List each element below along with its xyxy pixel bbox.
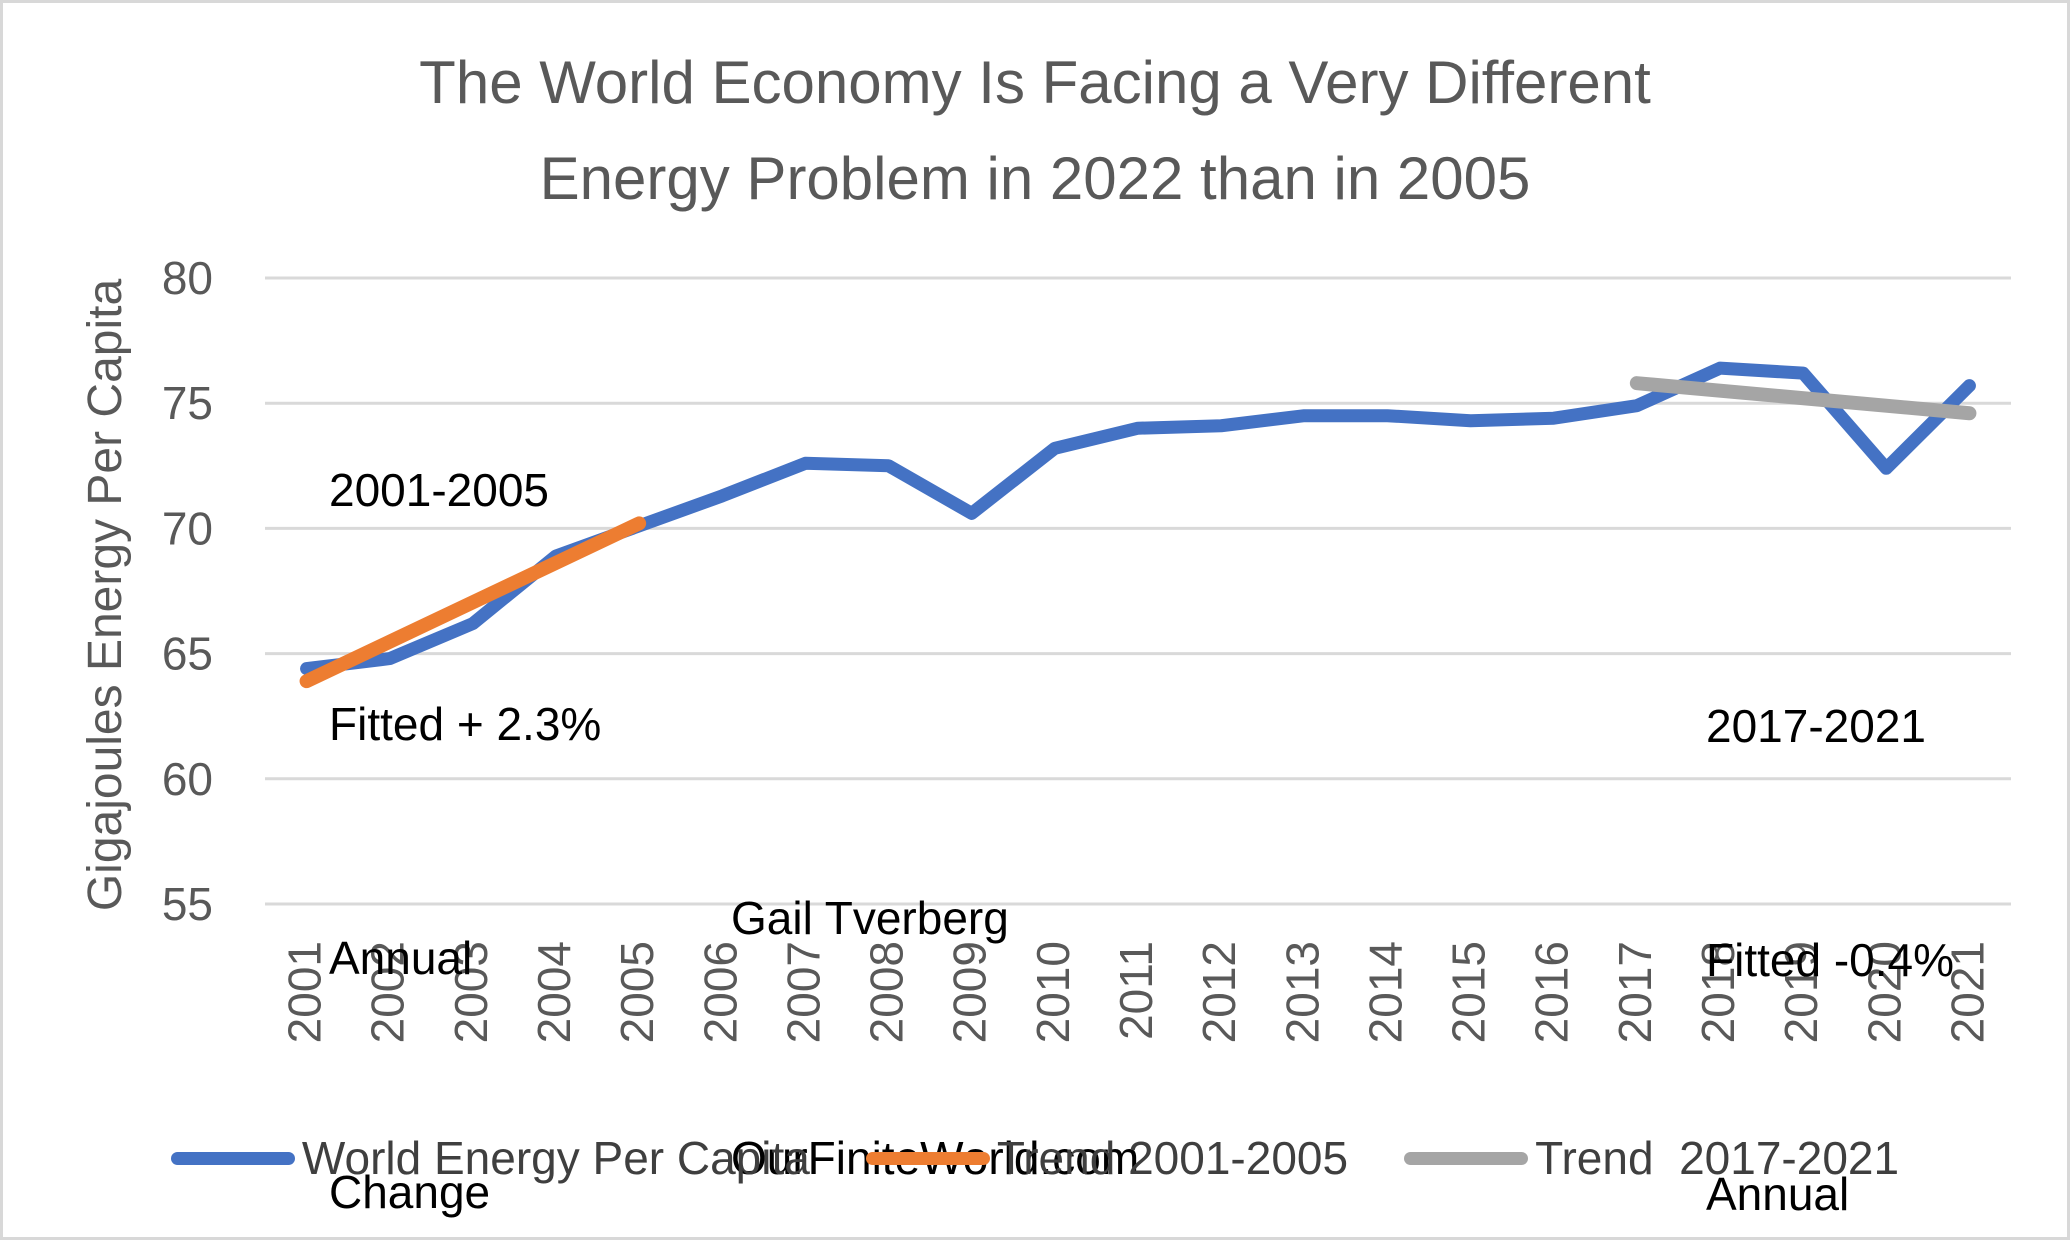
plot-area: 80 75 70 65 60 55 2001 2002 2003 2004 2005 2006 2007…	[162, 252, 2011, 1043]
annotation-fitted-2017-2021: 2017-2021 Fitted -0.4% Annual Change	[1706, 531, 1954, 1240]
chart-title: The World Economy Is Facing a Very Diffe…	[3, 35, 2067, 227]
x-tick-label: 2007	[777, 941, 829, 1043]
x-tick-label: 2018	[1692, 941, 1744, 1043]
annotation-fitted-2001-2005: 2001-2005 Fitted + 2.3% Annual Change	[329, 295, 601, 1240]
x-tick-label: 2005	[611, 941, 663, 1043]
x-tick-label: 2009	[944, 941, 996, 1043]
legend-label: World Energy Per Capita	[301, 1132, 810, 1184]
legend-swatch-trend-2017-2021	[1404, 1151, 1529, 1165]
x-tick-label: 2006	[694, 941, 746, 1043]
annotation-line: Gail Tverberg	[731, 892, 1009, 944]
x-tick-label: 2020	[1858, 941, 1910, 1043]
y-tick-label: 65	[162, 628, 213, 680]
annotation-line: 2017-2021	[1706, 700, 1926, 752]
annotation-line: Annual	[329, 932, 473, 984]
legend-item-world-energy: World Energy Per Capita	[170, 1131, 810, 1185]
legend-item-trend-2017-2021: Trend 2017-2021	[1404, 1131, 1899, 1185]
y-tick-label: 60	[162, 753, 213, 805]
x-tick-label: 2004	[528, 941, 580, 1043]
y-tick-label: 55	[162, 878, 213, 930]
series-line-trend-2017-2021	[1629, 376, 1977, 421]
x-tick-label: 2001	[279, 941, 331, 1043]
x-tick-label: 2013	[1276, 941, 1328, 1043]
legend-swatch-trend-2001-2005	[865, 1151, 990, 1165]
chart-title-line-2: Energy Problem in 2022 than in 2005	[539, 145, 1531, 212]
annotation-line: 2001-2005	[329, 464, 549, 516]
legend-item-trend-2001-2005: Trend 2001-2005	[865, 1131, 1349, 1185]
annotation-line: Annual	[1706, 1168, 1850, 1220]
legend: World Energy Per Capita Trend 2001-2005 …	[3, 1131, 2067, 1185]
x-tick-label: 2011	[1110, 941, 1162, 1040]
annotation-line: Fitted + 2.3%	[329, 698, 602, 750]
y-tick-label: 75	[162, 377, 213, 429]
x-tick-label: 2012	[1193, 941, 1245, 1043]
x-tick-label: 2015	[1443, 941, 1495, 1043]
chart-title-line-1: The World Economy Is Facing a Very Diffe…	[419, 49, 1651, 116]
annotation-line: Change	[329, 1166, 491, 1218]
x-tick-label: 2008	[861, 941, 913, 1043]
legend-label: Trend 2017-2021	[1535, 1132, 1900, 1184]
x-tick-label: 2010	[1027, 941, 1079, 1043]
series-line-trend-2001-2005	[299, 516, 647, 689]
x-tick-label: 2003	[445, 941, 497, 1043]
x-tick-label: 2016	[1526, 941, 1578, 1043]
y-tick-label: 80	[162, 252, 213, 304]
x-tick-label: 2002	[362, 941, 414, 1043]
legend-swatch-world-energy	[170, 1151, 295, 1165]
x-tick-label: 2017	[1609, 941, 1661, 1043]
x-tick-label: 2014	[1359, 941, 1411, 1043]
y-tick-label: 70	[162, 502, 213, 554]
annotation-line: Fitted -0.4%	[1706, 934, 1954, 986]
x-tick-label: 2019	[1775, 941, 1827, 1043]
legend-label: Trend 2001-2005	[996, 1132, 1349, 1184]
x-tick-label: 2021	[1941, 941, 1993, 1043]
